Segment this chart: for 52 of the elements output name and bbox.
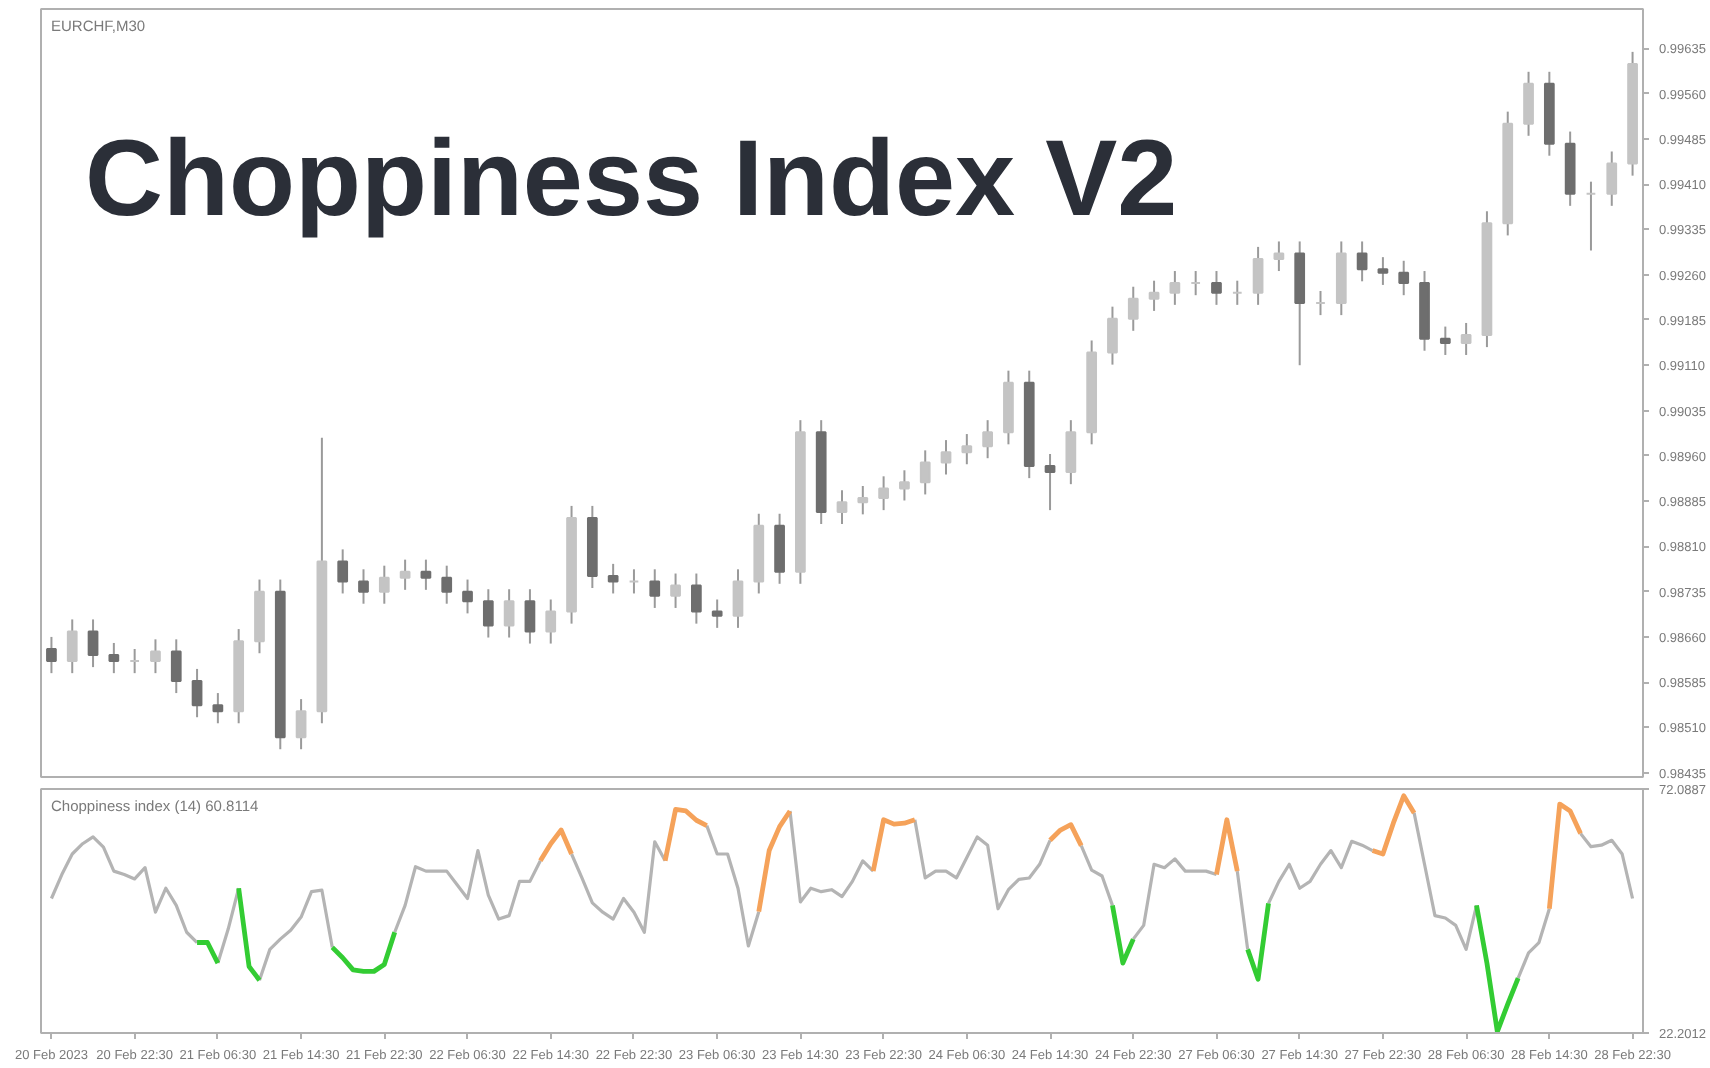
candlestick [1356, 240, 1368, 283]
candlestick [108, 641, 120, 675]
candlestick [1398, 259, 1410, 297]
candlestick [1169, 270, 1181, 306]
candlestick [1148, 279, 1160, 312]
candlestick [919, 449, 931, 496]
candlestick [1523, 70, 1534, 137]
candlestick [940, 439, 952, 476]
candlestick [1606, 150, 1618, 207]
candlestick [982, 419, 993, 460]
candlestick [1107, 305, 1118, 366]
candlestick [337, 548, 349, 595]
candlestick [295, 698, 307, 751]
candlestick [878, 475, 889, 512]
candlestick [961, 433, 973, 466]
candlestick [732, 568, 744, 629]
candlestick [774, 512, 785, 585]
candlestick [1252, 245, 1264, 306]
candlestick [1377, 256, 1389, 286]
candlestick [670, 572, 681, 609]
candlestick [191, 667, 203, 719]
candlestick [46, 635, 57, 675]
candlestick [1065, 419, 1077, 486]
candlestick [420, 558, 432, 591]
candlestick [462, 578, 473, 615]
candlestick [378, 564, 390, 605]
candlestick [711, 598, 723, 629]
candlestick [66, 618, 78, 675]
candlestick [1460, 321, 1472, 356]
candlestick [482, 588, 494, 639]
candlestick [899, 469, 910, 502]
candlestick [545, 598, 557, 645]
candlestick [836, 489, 848, 526]
candlestick [1439, 325, 1451, 356]
candlestick [524, 588, 536, 645]
candlestick [503, 588, 515, 639]
candlestick [150, 638, 161, 675]
candlestick [1273, 240, 1285, 273]
candlestick [1044, 452, 1056, 512]
candlestick [87, 618, 99, 669]
candlestick [649, 568, 661, 609]
candlestick [607, 562, 619, 595]
candlestick [441, 564, 453, 605]
candlestick [857, 484, 869, 516]
text: Choppiness Index V2 [85, 119, 1178, 239]
candlestick [170, 638, 182, 695]
candlestick [358, 568, 369, 605]
candlestick [1127, 285, 1139, 332]
candlestick [1211, 270, 1222, 306]
candlestick [691, 572, 702, 625]
candlestick [399, 558, 411, 591]
candlestick [212, 692, 224, 725]
